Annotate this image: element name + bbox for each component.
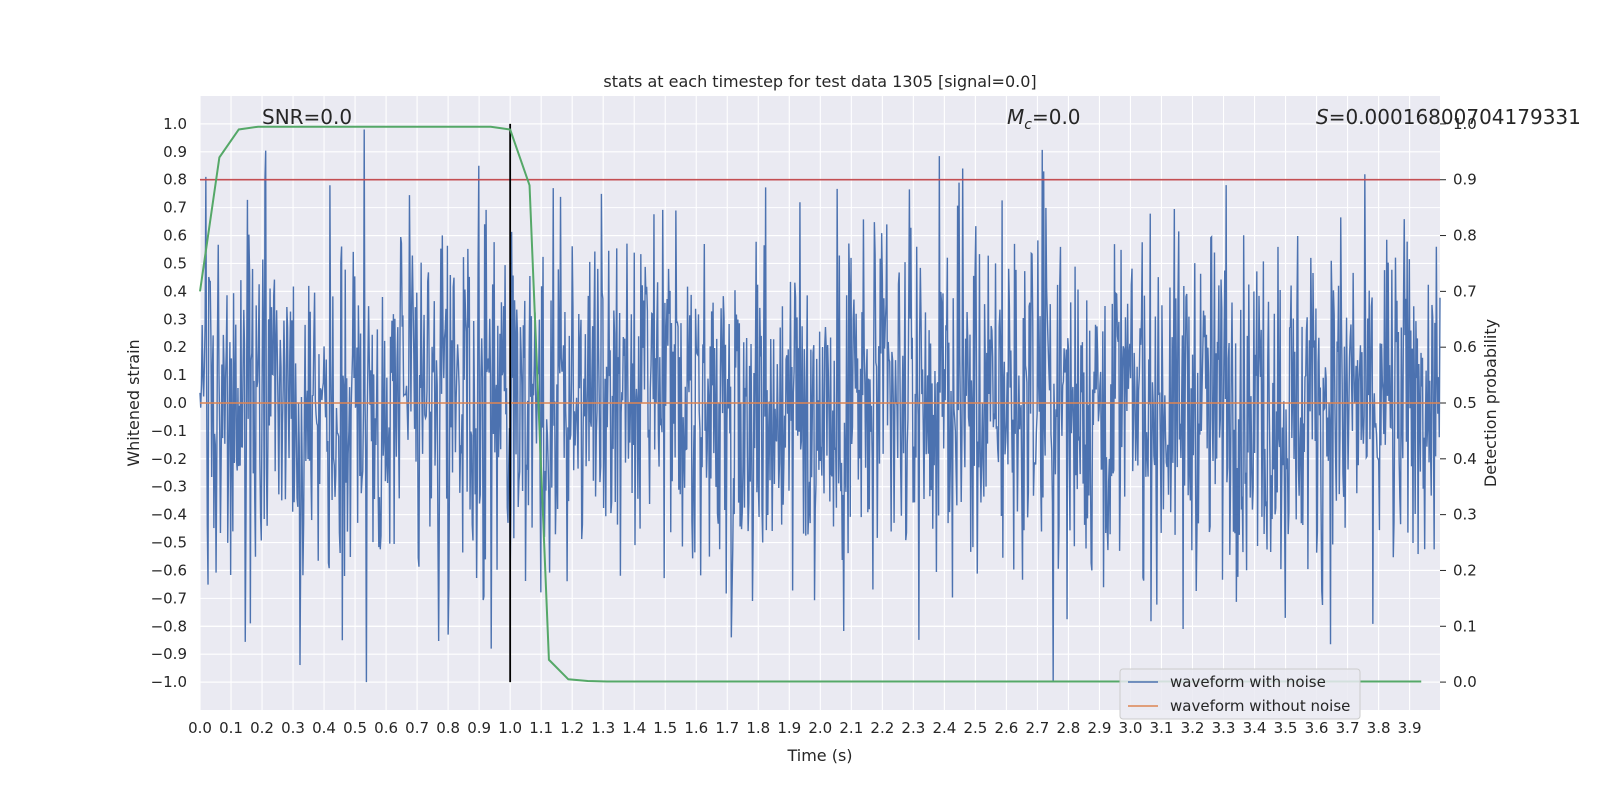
y-tick-label: 0.5 xyxy=(163,254,187,272)
x-tick-label: 2.7 xyxy=(1025,719,1049,737)
x-tick-label: 2.8 xyxy=(1057,719,1081,737)
y-tick-label: 0.0 xyxy=(163,394,187,412)
x-tick-label: 2.2 xyxy=(870,719,894,737)
y-tick-label: 0.8 xyxy=(163,171,187,189)
s-annotation: S=0.00016800704179331 xyxy=(1316,105,1581,129)
x-tick-label: 3.0 xyxy=(1119,719,1143,737)
x-tick-label: 0.7 xyxy=(405,719,429,737)
y2-tick-label: 0.4 xyxy=(1453,450,1477,468)
x-tick-label: 2.4 xyxy=(932,719,956,737)
y-tick-label: −0.6 xyxy=(151,561,187,579)
x-tick-label: 3.4 xyxy=(1243,719,1267,737)
legend: waveform with noise waveform without noi… xyxy=(1119,668,1361,720)
snr-annotation: SNR=0.0 xyxy=(262,105,352,129)
x-tick-label: 1.5 xyxy=(653,719,677,737)
x-tick-label: 3.3 xyxy=(1212,719,1236,737)
y-tick-label: −0.1 xyxy=(151,422,187,440)
x-tick-label: 3.5 xyxy=(1274,719,1298,737)
y-tick-label: −0.3 xyxy=(151,478,187,496)
y2-tick-label: 0.2 xyxy=(1453,561,1477,579)
overlay-lines xyxy=(199,123,1440,683)
y-tick-label: 0.9 xyxy=(163,143,187,161)
x-tick-label: 0.8 xyxy=(436,719,460,737)
x-tick-label: 0.0 xyxy=(188,719,212,737)
legend-label-waveform-without-noise: waveform without noise xyxy=(1170,697,1350,715)
y2-tick-label: 0.8 xyxy=(1453,227,1477,245)
y2-tick-label: 0.3 xyxy=(1453,506,1477,524)
x-tick-label: 3.9 xyxy=(1398,719,1422,737)
x-tick-label: 2.6 xyxy=(994,719,1018,737)
y-tick-label: −0.9 xyxy=(151,645,187,663)
mc-subscript: c xyxy=(1024,117,1032,133)
x-tick-label: 1.1 xyxy=(529,719,553,737)
chart-title: stats at each timestep for test data 130… xyxy=(603,72,1036,91)
detection-probability-line xyxy=(199,125,1422,683)
x-tick-label: 0.1 xyxy=(219,719,243,737)
y-tick-label: −0.2 xyxy=(151,450,187,468)
y2-tick-label: 1.0 xyxy=(1453,115,1477,133)
series-waveform-with-noise xyxy=(199,129,1441,683)
y2-tick-label: 0.0 xyxy=(1453,673,1477,691)
y-tick-label: 0.3 xyxy=(163,310,187,328)
y-tick-label: 0.4 xyxy=(163,282,187,300)
x-tick-label: 0.3 xyxy=(281,719,305,737)
x-tick-label: 0.6 xyxy=(374,719,398,737)
x-tick-label: 2.9 xyxy=(1088,719,1112,737)
x-tick-label: 2.3 xyxy=(901,719,925,737)
y-tick-label: −1.0 xyxy=(151,673,187,691)
legend-box xyxy=(1119,668,1361,720)
x-tick-label: 1.0 xyxy=(498,719,522,737)
y2-tick-label: 0.6 xyxy=(1453,338,1477,356)
x-tick-label: 2.5 xyxy=(963,719,987,737)
tick-labels: 0.0 0.1 0.2 0.3 0.4 0.5 0.6 0.7 0.8 0.9 1.0 1.1 1.2 1… xyxy=(151,115,1477,737)
y-tick-label: 0.1 xyxy=(163,366,187,384)
y-tick-label: 0.7 xyxy=(163,199,187,217)
x-tick-label: 3.6 xyxy=(1305,719,1329,737)
mc-symbol: M xyxy=(1007,105,1024,129)
x-tick-label: 1.2 xyxy=(560,719,584,737)
y2-axis-label: Detection probability xyxy=(1481,319,1500,487)
y2-tick-label: 0.5 xyxy=(1453,394,1477,412)
mc-annotation: Mc=0.0 xyxy=(1007,105,1081,133)
x-tick-label: 1.3 xyxy=(591,719,615,737)
x-tick-label: 0.2 xyxy=(250,719,274,737)
x-tick-label: 1.8 xyxy=(746,719,770,737)
x-tick-label: 1.7 xyxy=(715,719,739,737)
y2-tick-label: 0.7 xyxy=(1453,282,1477,300)
x-tick-label: 0.9 xyxy=(467,719,491,737)
x-tick-label: 0.5 xyxy=(343,719,367,737)
y-tick-label: −0.5 xyxy=(151,534,187,552)
y-tick-label: 0.6 xyxy=(163,227,187,245)
y-axis-label: Whitened strain xyxy=(124,339,143,466)
mc-value: =0.0 xyxy=(1032,105,1081,129)
x-tick-label: 3.7 xyxy=(1336,719,1360,737)
x-tick-label: 1.9 xyxy=(777,719,801,737)
y-tick-label: −0.8 xyxy=(151,617,187,635)
y-tick-label: −0.7 xyxy=(151,589,187,607)
x-tick-label: 1.6 xyxy=(684,719,708,737)
y2-tick-label: 0.9 xyxy=(1453,171,1477,189)
y-tick-label: −0.4 xyxy=(151,506,187,524)
y2-tick-label: 0.1 xyxy=(1453,617,1477,635)
waveform-with-noise-line xyxy=(199,129,1441,683)
s-value: =0.00016800704179331 xyxy=(1329,105,1581,129)
x-tick-label: 3.1 xyxy=(1150,719,1174,737)
y-tick-label: 1.0 xyxy=(163,115,187,133)
x-tick-label: 1.4 xyxy=(622,719,646,737)
s-symbol: S xyxy=(1316,105,1329,129)
x-tick-label: 2.0 xyxy=(808,719,832,737)
x-tick-label: 3.2 xyxy=(1181,719,1205,737)
x-axis-label: Time (s) xyxy=(786,746,852,765)
y-tick-label: 0.2 xyxy=(163,338,187,356)
x-tick-label: 2.1 xyxy=(839,719,863,737)
x-tick-label: 3.8 xyxy=(1367,719,1391,737)
legend-label-waveform-with-noise: waveform with noise xyxy=(1170,673,1326,691)
x-tick-label: 0.4 xyxy=(312,719,336,737)
